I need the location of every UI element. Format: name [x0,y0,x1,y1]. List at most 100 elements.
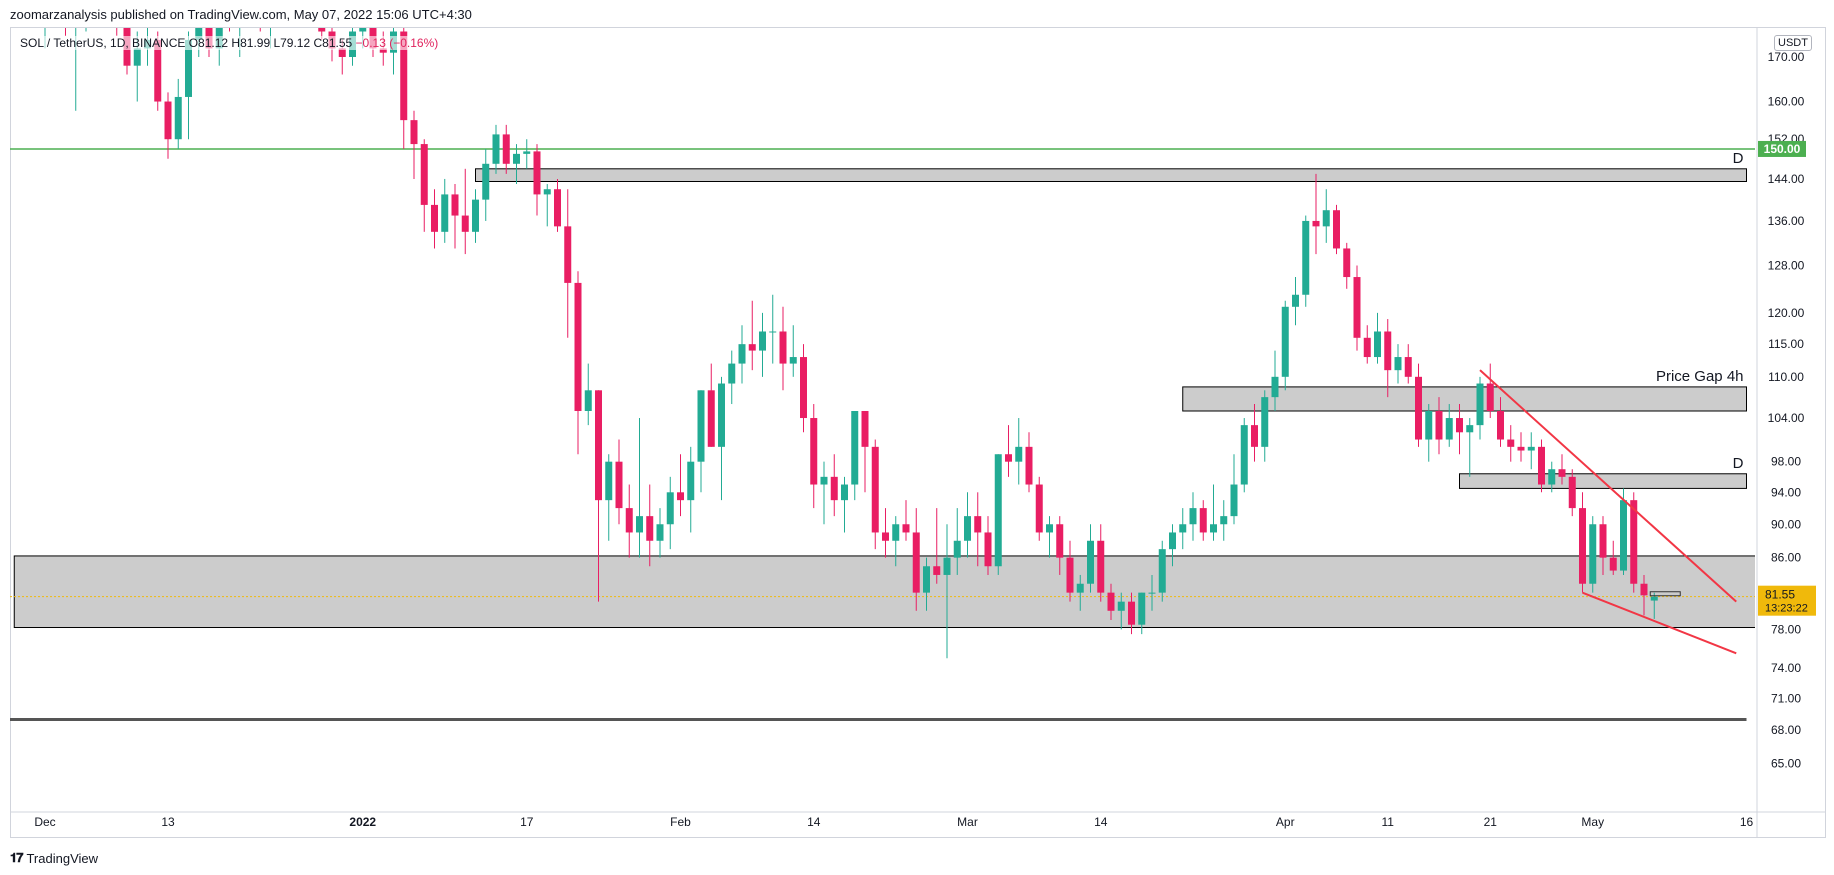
candle-body [1179,524,1187,533]
y-tick-label: 71.00 [1771,691,1801,705]
candle-body [605,461,613,501]
candle-body [1353,277,1361,338]
candle-body [338,48,346,57]
candle-body [1128,601,1135,625]
candle-body [1066,557,1074,593]
candle-body [636,516,643,533]
candle-body [492,134,500,164]
candle-body [912,532,920,593]
candle-body [779,331,787,364]
candle-body [974,516,982,533]
candle-body [533,151,541,195]
candle-body [574,282,582,411]
candle-body [984,532,992,567]
y-tick-label: 160.00 [1768,95,1805,109]
candle-body [1650,596,1658,601]
y-tick-label: 65.00 [1771,756,1801,770]
candle-body [1476,383,1484,426]
candle-body [1097,540,1105,593]
candle-body [1046,524,1053,533]
zone-rect [13,555,1755,629]
candle-body [123,28,131,66]
candle-body [410,120,418,145]
candle-body [1415,376,1422,440]
candle-body [523,151,531,154]
y-tick-label: 94.00 [1771,485,1801,499]
candle-body [1138,592,1146,625]
y-tick-label: 68.00 [1771,723,1801,737]
candle-body [1404,357,1412,377]
candle-body [164,101,172,140]
zone-label: D [1733,150,1744,167]
candle-body [1333,210,1340,249]
candle-body [1117,601,1125,611]
candle-body [646,516,654,541]
currency-button[interactable]: USDT [1774,35,1812,51]
candle-body [451,194,459,216]
candle-body [810,418,818,485]
candle-body [1568,476,1576,509]
candle-body [1384,331,1392,371]
publish-header: zoomarzanalysis published on TradingView… [10,7,472,22]
candle-body [830,476,838,501]
candle-body [1363,337,1371,358]
candle-body [943,557,951,575]
candle-body [1558,469,1566,477]
candle-body [461,215,469,232]
last-price-label: 81.55 [1765,588,1795,602]
candle-body [1107,592,1115,611]
candle-body [697,390,705,462]
tradingview-logo-icon: 𝟏𝟕 [10,850,24,865]
y-tick-label: 110.00 [1768,370,1804,384]
candle-body [379,48,387,53]
candle-body [882,532,889,541]
x-tick-label: 16 [1740,815,1754,829]
y-tick-label: 86.00 [1771,551,1801,565]
candle-body [236,3,243,15]
candle-body [1609,557,1617,571]
candle-body [1322,210,1330,227]
candle-body [841,484,848,501]
candle-body [1640,583,1648,596]
candle-body [1394,357,1402,371]
y-tick-label: 90.00 [1771,517,1801,531]
candle-body [994,454,1002,567]
y-tick-label: 74.00 [1771,661,1801,675]
candle-body [420,144,428,205]
candle-body [718,383,725,447]
green-level-label: 150.00 [1764,142,1801,156]
y-tick-label: 98.00 [1771,455,1801,469]
candle-body [441,194,449,232]
candle-body [923,566,930,593]
chart-frame [10,27,1826,838]
x-tick-label: Feb [670,815,691,829]
candle-body [1056,524,1064,558]
candle-body [133,48,141,66]
candle-body [953,540,961,558]
x-tick-label: Dec [34,815,55,829]
candle-body [1240,425,1248,485]
candle-body [1630,500,1638,584]
y-tick-label: 170.00 [1768,50,1805,64]
candle-body [1599,524,1607,558]
candle-body [154,39,162,102]
candle-body [1169,532,1176,550]
candle-body [625,508,633,533]
candle-body [554,189,561,227]
candle-body [964,516,971,541]
candle-body [174,96,182,140]
candle-body [1148,592,1156,594]
candle-body [1035,484,1043,533]
candle-body [513,153,520,164]
y-tick-label: 128.00 [1768,258,1805,272]
candle-body [861,410,869,447]
y-tick-label: 144.00 [1768,172,1805,186]
candle-body [615,461,623,509]
candle-body [318,28,326,32]
plot-area: D Price Gap 4h D [10,3,1755,721]
x-tick-label: Apr [1276,815,1295,829]
candle-body [1281,306,1289,377]
candle-body [1456,418,1463,433]
candle-body [1343,248,1351,278]
